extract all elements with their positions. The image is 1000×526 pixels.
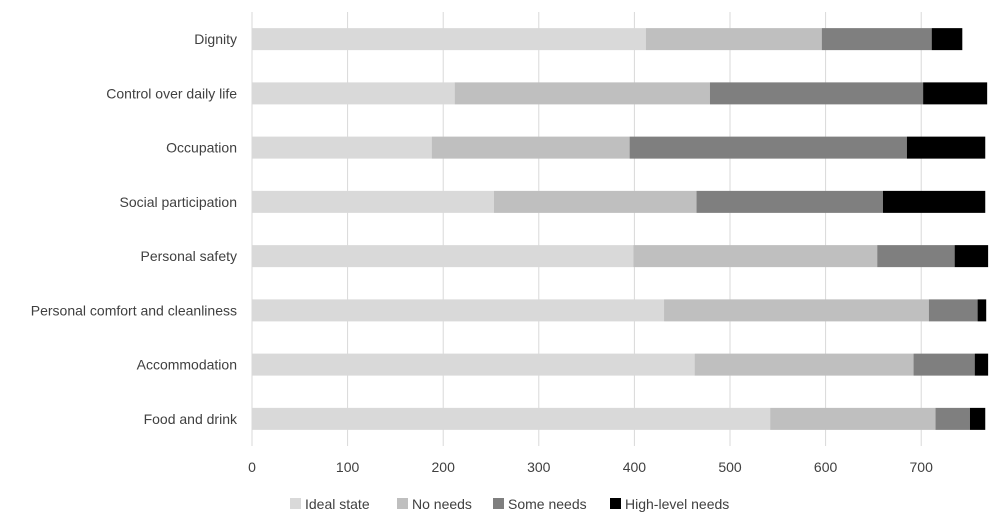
bar-personal-safety-high-level-needs [954,245,989,268]
category-label-dignity: Dignity [194,31,237,47]
bar-personal-safety-some-needs [877,245,955,268]
category-label-control-over-daily-life: Control over daily life [106,85,237,101]
bar-food-and-drink-ideal-state [252,407,771,430]
bar-control-over-daily-life-ideal-state [252,82,455,105]
legend-swatch-no-needs [397,498,408,509]
x-axis-tick-labels: 0 100 200 300 400 500 600 700 [248,459,933,475]
bar-personal-comfort-and-cleanliness-high-level-needs [977,299,987,322]
bar-personal-safety-no-needs [633,245,878,268]
bar-social-participation-some-needs [696,190,883,213]
category-label-personal-comfort-and-cleanliness: Personal comfort and cleanliness [31,302,237,318]
bar-dignity-no-needs [645,28,822,51]
bar-personal-comfort-and-cleanliness-some-needs [928,299,978,322]
bar-occupation-high-level-needs [906,136,986,159]
bar-control-over-daily-life-no-needs [454,82,710,105]
bar-food-and-drink-some-needs [935,407,970,430]
x-tick-label-600: 600 [814,459,838,475]
bar-social-participation-ideal-state [252,190,494,213]
legend-label-no-needs: No needs [412,496,472,512]
category-label-social-participation: Social participation [119,194,237,210]
bar-control-over-daily-life-some-needs [709,82,924,105]
category-labels: Dignity Control over daily life Occupation… [31,31,238,427]
bar-social-participation-no-needs [493,190,697,213]
legend-swatch-some-needs [493,498,504,509]
legend: Ideal state No needs Some needs High-level … [290,496,729,512]
category-label-accommodation: Accommodation [137,357,237,373]
legend-swatch-ideal-state [290,498,301,509]
bar-accommodation-ideal-state [252,353,695,376]
bar-control-over-daily-life-high-level-needs [923,82,988,105]
bar-occupation-ideal-state [252,136,432,159]
bar-accommodation-high-level-needs [974,353,989,376]
legend-swatch-high-level-needs [610,498,621,509]
legend-label-some-needs: Some needs [508,496,587,512]
x-tick-label-300: 300 [527,459,551,475]
category-label-personal-safety: Personal safety [141,248,238,264]
bar-social-participation-high-level-needs [882,190,986,213]
x-tick-label-0: 0 [248,459,256,475]
bar-dignity-ideal-state [252,28,646,51]
bar-occupation-some-needs [629,136,907,159]
x-tick-label-200: 200 [432,459,456,475]
bar-personal-comfort-and-cleanliness-ideal-state [252,299,665,322]
bar-occupation-no-needs [431,136,630,159]
x-tick-label-100: 100 [336,459,360,475]
x-tick-label-500: 500 [718,459,742,475]
legend-label-high-level-needs: High-level needs [625,496,729,512]
bar-food-and-drink-high-level-needs [969,407,986,430]
x-tick-label-700: 700 [910,459,934,475]
category-label-food-and-drink: Food and drink [144,411,238,427]
gridlines [251,12,922,446]
bar-accommodation-no-needs [694,353,914,376]
bar-dignity-some-needs [821,28,932,51]
bar-dignity-high-level-needs [931,28,963,51]
bar-personal-safety-ideal-state [252,245,634,268]
bar-accommodation-some-needs [913,353,975,376]
bar-personal-comfort-and-cleanliness-no-needs [664,299,929,322]
bars [252,28,989,430]
category-label-occupation: Occupation [166,140,237,156]
legend-label-ideal-state: Ideal state [305,496,370,512]
bar-food-and-drink-no-needs [770,407,936,430]
x-tick-label-400: 400 [623,459,647,475]
